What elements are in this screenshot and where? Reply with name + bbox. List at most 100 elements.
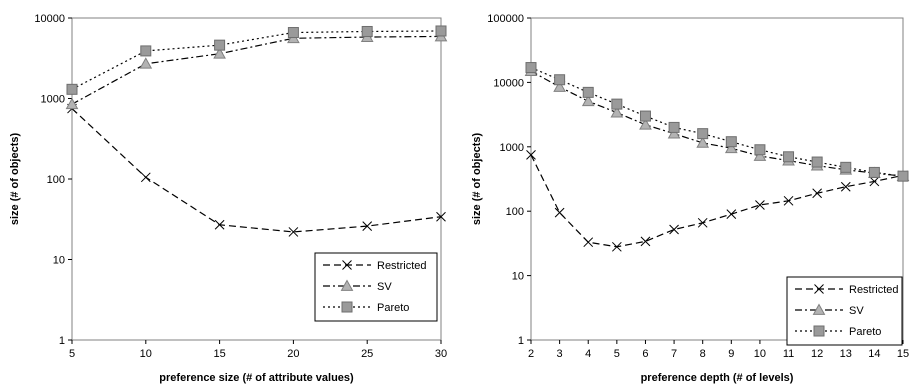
data-point-restricted (726, 209, 737, 220)
data-point-pareto (783, 151, 795, 163)
data-point-sv (581, 94, 595, 107)
data-point-sv (65, 97, 79, 110)
y-tick-label: 1 (59, 335, 65, 347)
x-tick-label: 2 (528, 348, 534, 360)
legend-box (314, 252, 438, 322)
data-point-restricted (214, 219, 225, 230)
legend: Restricted SV Pareto (314, 252, 438, 322)
data-point-sv (639, 118, 652, 130)
data-point-pareto (611, 98, 623, 110)
chart-right-preference-depth: 1 10 100 1000 10000 100000 2 3 4 5 6 7 8 9 10 11 12 13 14 1… (471, 13, 910, 384)
chart-left-preference-size: 1 10 100 1000 10000 5 10 15 20 25 30 preference siz… (9, 13, 448, 384)
y-tick-label: 1 (518, 335, 524, 347)
data-point-pareto (554, 74, 566, 86)
x-tick-label: 30 (435, 348, 447, 360)
data-point-pareto (868, 166, 880, 178)
data-point-restricted (288, 227, 299, 237)
x-tick-label: 3 (557, 348, 563, 360)
legend-label-pareto: Pareto (377, 302, 409, 314)
series-line-pareto (530, 67, 904, 177)
data-point-pareto (897, 170, 909, 182)
x-axis-label: preference size (# of attribute values) (159, 372, 354, 384)
data-point-pareto (140, 45, 152, 57)
data-point-restricted (362, 221, 373, 231)
x-tick-label: 11 (783, 348, 794, 360)
x-tick-label: 8 (700, 348, 706, 360)
data-point-restricted (526, 149, 536, 160)
legend: Restricted SV Pareto (786, 276, 903, 346)
data-point-sv (553, 80, 566, 92)
y-tick-label: 100000 (487, 13, 524, 25)
legend-marker-sv (812, 303, 826, 315)
data-point-pareto (725, 136, 737, 148)
data-point-restricted (697, 217, 708, 228)
series-line-sv (71, 35, 442, 105)
data-point-pareto (525, 62, 537, 74)
x-tick-label: 13 (840, 348, 852, 360)
x-tick-label: 14 (868, 348, 880, 360)
x-tick-label: 25 (361, 348, 373, 360)
legend-marker-sv (340, 279, 354, 291)
data-point-restricted (640, 236, 651, 247)
series-line-restricted (530, 154, 904, 248)
data-point-sv (139, 57, 153, 69)
data-point-pareto (639, 110, 651, 122)
x-axis-label: preference depth (# of levels) (641, 372, 794, 384)
data-point-restricted (436, 211, 446, 222)
x-tick-label: 15 (897, 348, 909, 360)
data-point-sv (667, 127, 681, 139)
x-tick-label: 20 (287, 348, 299, 360)
y-tick-label: 100 (47, 174, 65, 186)
data-point-restricted (869, 176, 880, 187)
y-tick-label: 10000 (493, 77, 524, 89)
x-tick-label: 5 (69, 348, 75, 360)
legend-marker-restricted (814, 284, 824, 294)
y-axis-label: size (# of objects) (471, 133, 483, 226)
y-tick-label: 10000 (34, 13, 65, 25)
data-point-restricted (755, 200, 765, 210)
data-point-restricted (611, 241, 622, 252)
y-axis-label: size (# of objects) (9, 133, 21, 226)
legend-marker-restricted (342, 260, 352, 270)
legend-marker-pareto (341, 301, 353, 313)
data-point-pareto (811, 156, 823, 168)
data-point-pareto (66, 83, 78, 95)
data-point-sv (213, 47, 226, 59)
data-point-restricted (669, 224, 679, 235)
data-point-pareto (697, 128, 709, 140)
legend-label-restricted: Restricted (849, 284, 899, 296)
legend-label-pareto: Pareto (849, 326, 881, 338)
y-tick-label: 1000 (41, 94, 65, 106)
legend-marker-pareto (813, 325, 825, 337)
y-tick-label: 10 (53, 255, 65, 267)
legend-box (786, 276, 903, 346)
data-point-restricted (554, 207, 565, 218)
data-point-restricted (140, 172, 151, 183)
data-point-sv (610, 106, 624, 118)
y-tick-label: 1000 (500, 142, 524, 154)
x-tick-label: 10 (754, 348, 766, 360)
data-point-restricted (583, 237, 594, 248)
legend-label-sv: SV (377, 281, 392, 293)
y-tick-label: 10 (512, 271, 524, 283)
legend-label-sv: SV (849, 305, 864, 317)
data-point-pareto (361, 25, 373, 37)
data-point-pareto (754, 144, 766, 156)
series-line-sv (530, 70, 904, 177)
data-point-pareto (214, 39, 226, 51)
data-point-pareto (668, 121, 680, 133)
data-point-pareto (582, 86, 594, 98)
data-point-restricted (783, 195, 794, 206)
data-point-restricted (840, 181, 851, 192)
data-point-pareto (287, 27, 299, 39)
x-tick-label: 15 (213, 348, 225, 360)
series-line-restricted (71, 108, 442, 233)
x-tick-label: 9 (728, 348, 734, 360)
x-tick-label: 12 (811, 348, 823, 360)
x-tick-label: 4 (585, 348, 591, 360)
x-tick-label: 10 (140, 348, 152, 360)
series-line-pareto (71, 30, 442, 90)
data-point-pareto (435, 25, 447, 37)
data-point-pareto (840, 161, 852, 173)
